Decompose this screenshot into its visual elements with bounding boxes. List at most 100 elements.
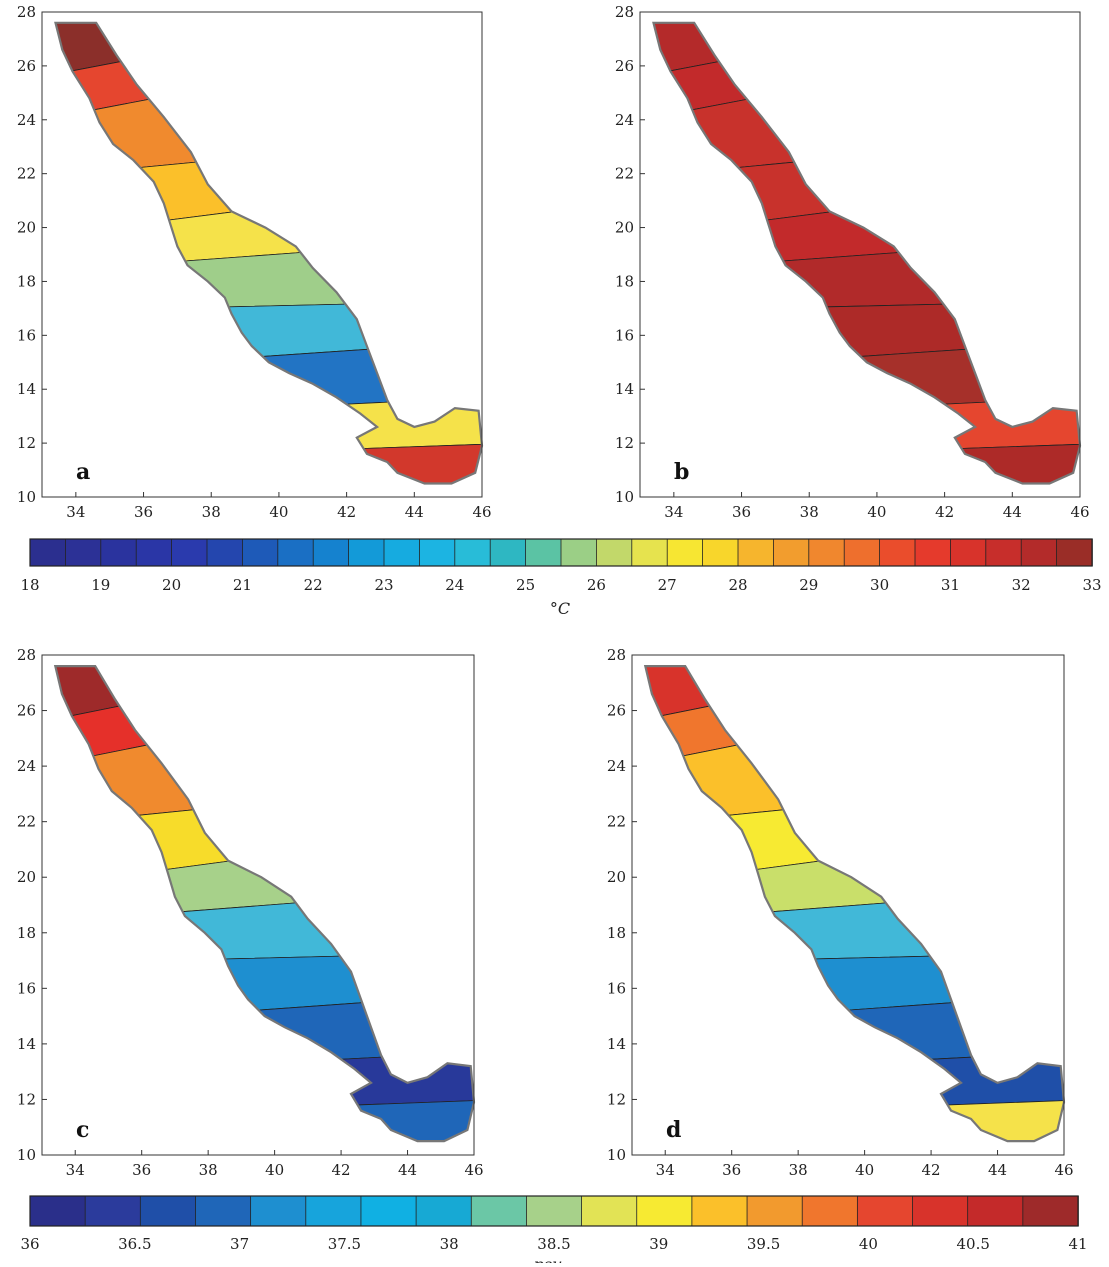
x-tick-label: 34: [66, 1161, 85, 1179]
colorbar-swatch: [171, 538, 208, 567]
y-tick-label: 26: [607, 702, 626, 720]
x-tick-label: 46: [1054, 1161, 1073, 1179]
colorbar-swatch: [454, 538, 491, 567]
colorbar-swatch: [581, 1195, 638, 1227]
colorbar-swatch: [801, 1195, 859, 1227]
y-tick-label: 14: [17, 1035, 36, 1053]
colorbar-swatch: [525, 538, 562, 567]
colorbar-swatch: [596, 538, 633, 567]
colorbar-swatch: [967, 1195, 1024, 1227]
colorbar-tick-label: 39: [649, 1235, 668, 1253]
y-tick-label: 16: [17, 979, 36, 997]
coastline: [643, 664, 1066, 1143]
x-tick-label: 46: [472, 503, 491, 521]
y-tick-label: 26: [615, 57, 634, 75]
colorbar-tick-label: 29: [799, 576, 818, 594]
x-tick-label: 34: [66, 503, 85, 521]
colorbar-swatch: [808, 538, 845, 567]
colorbar-tick-label: 19: [91, 576, 110, 594]
colorbar-tick-label: 26: [587, 576, 606, 594]
y-tick-label: 18: [17, 924, 36, 942]
coastline: [652, 21, 1082, 485]
y-tick-label: 12: [607, 1090, 626, 1108]
y-tick-label: 16: [607, 979, 626, 997]
colorbar-swatch: [241, 538, 279, 567]
colorbar-tick-label: 30: [870, 576, 889, 594]
colorbar-swatch: [489, 538, 527, 567]
colorbar-swatch: [135, 538, 173, 567]
colorbar-swatch: [470, 1195, 528, 1227]
colorbar-tick-label: 40: [859, 1235, 878, 1253]
colorbar-swatch: [526, 1195, 583, 1227]
colorbar-swatch: [312, 538, 350, 567]
y-tick-label: 16: [615, 326, 634, 344]
colorbar-tick-label: 22: [304, 576, 323, 594]
colorbar-swatch: [631, 538, 668, 567]
colorbar-swatch: [912, 1195, 969, 1227]
colorbar-tick-label: 32: [1012, 576, 1031, 594]
y-tick-label: 10: [607, 1146, 626, 1164]
x-tick-label: 40: [855, 1161, 874, 1179]
colorbar-tick-label: 28: [728, 576, 747, 594]
colorbar-swatch: [879, 538, 916, 567]
panel-label: a: [76, 459, 90, 485]
colorbar-tick-label: 25: [516, 576, 535, 594]
x-tick-label: 38: [202, 503, 221, 521]
map-panel-d: 34 36 38 40 42 44 46 10 12 14 16 18 20 22 24 26 28 d: [607, 646, 1074, 1179]
colorbar-swatch: [856, 1195, 914, 1227]
colorbar-tick-label: 18: [20, 576, 39, 594]
y-tick-label: 24: [607, 757, 626, 775]
colorbar-tick-label: 41: [1068, 1235, 1087, 1253]
colorbar-swatch: [29, 1195, 86, 1227]
colorbar-frame: [29, 1195, 1079, 1227]
x-tick-label: 40: [265, 1161, 284, 1179]
y-tick-label: 26: [17, 702, 36, 720]
colorbar-tick-label: 38: [440, 1235, 459, 1253]
map-panel-b: 34 36 38 40 42 44 46 10 12 14 16 18 20 22 24 26 28 b: [615, 3, 1090, 521]
y-tick-label: 22: [17, 813, 36, 831]
colorbar-unit-label: °C: [550, 599, 570, 618]
y-tick-label: 28: [17, 646, 36, 664]
colorbar-swatch: [702, 538, 739, 567]
x-tick-label: 38: [199, 1161, 218, 1179]
y-tick-label: 20: [17, 868, 36, 886]
colorbar-swatch: [843, 538, 881, 567]
x-tick-label: 44: [405, 503, 424, 521]
colorbar-tick-label: 36.5: [118, 1235, 151, 1253]
colorbar-swatch: [560, 538, 598, 567]
colorbar-frame: [29, 538, 1093, 567]
colorbar-swatch: [348, 538, 385, 567]
x-tick-label: 44: [988, 1161, 1007, 1179]
y-tick-label: 18: [615, 272, 634, 290]
panel-label: b: [674, 459, 689, 485]
map-panel-a: 34 36 38 40 42 44 46 10 12 14 16 18 20 22 24 26 28 a: [17, 3, 492, 521]
panel-label: d: [666, 1117, 681, 1143]
coastline: [54, 21, 484, 485]
colorbar-swatch: [415, 1195, 473, 1227]
colorbar-swatch: [305, 1195, 362, 1227]
y-tick-label: 24: [615, 111, 634, 129]
colorbar-tick-label: 39.5: [747, 1235, 780, 1253]
colorbar-swatch: [418, 538, 456, 567]
colorbar-swatch: [84, 1195, 142, 1227]
colorbar-unit-label: psu: [534, 1255, 563, 1263]
y-tick-label: 24: [17, 111, 36, 129]
axes-box: [639, 11, 1081, 498]
axes-box: [631, 654, 1065, 1156]
x-tick-label: 46: [1070, 503, 1089, 521]
panel-label: c: [76, 1117, 89, 1143]
y-tick-label: 12: [615, 434, 634, 452]
axes-box: [41, 11, 483, 498]
colorbar-swatch: [65, 538, 102, 567]
y-tick-label: 20: [17, 219, 36, 237]
colorbar-swatch: [139, 1195, 197, 1227]
y-tick-label: 22: [615, 165, 634, 183]
colorbar-salinity: 36 36.5 37 37.5 38 38.5 39 39.5 40 40.5 41 psu: [20, 1195, 1088, 1267]
colorbar-swatch: [1020, 538, 1058, 567]
x-tick-label: 40: [269, 503, 288, 521]
y-tick-label: 22: [607, 813, 626, 831]
colorbar-tick-label: 31: [941, 576, 960, 594]
colorbar-swatch: [277, 538, 314, 567]
y-tick-label: 10: [615, 488, 634, 506]
